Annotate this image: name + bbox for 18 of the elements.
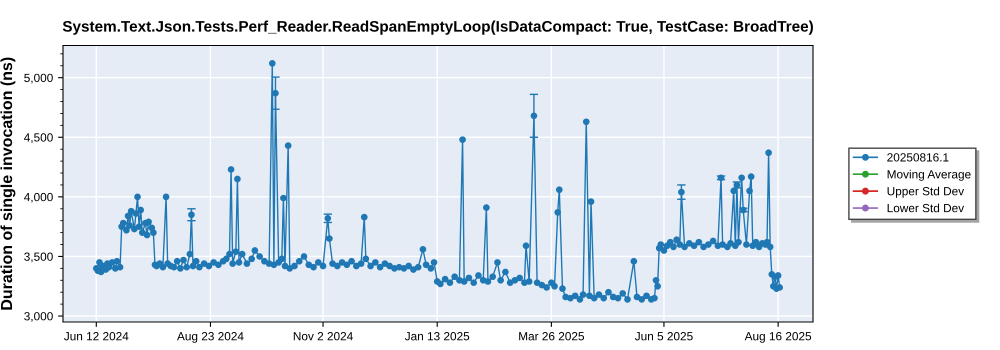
legend-label: Moving Average <box>888 170 971 181</box>
x-tick-label: Jan 13 2025 <box>404 332 470 340</box>
legend-label: Lower Std Dev <box>888 204 964 212</box>
y-tick-label: 3,500 <box>24 252 53 262</box>
chart-title: System.Text.Json.Tests.Perf_Reader.ReadSpanEmptyLoop(IsDataCompact: True, TestCase: BroadTree) <box>62 20 813 35</box>
x-tick-label: Jun 5 2025 <box>634 332 693 340</box>
y-axis-title: Duration of single invocation (ns) <box>0 58 16 310</box>
x-tick-label: Aug 16 2025 <box>744 332 812 343</box>
y-tick-label: 4,500 <box>24 133 53 144</box>
y-tick-label: 5,000 <box>24 74 53 84</box>
x-tick-label: Aug 23 2024 <box>177 332 244 343</box>
y-tick-label: 4,000 <box>24 192 53 203</box>
x-tick-label: Mar 26 2025 <box>519 332 584 340</box>
legend-label: Upper Std Dev <box>888 186 964 198</box>
x-tick-label: Jun 12 2024 <box>64 332 128 340</box>
x-tick-label: Nov 2 2024 <box>294 332 353 340</box>
y-tick-label: 3,000 <box>24 312 53 322</box>
legend-label: 20250816.1 <box>887 153 948 162</box>
